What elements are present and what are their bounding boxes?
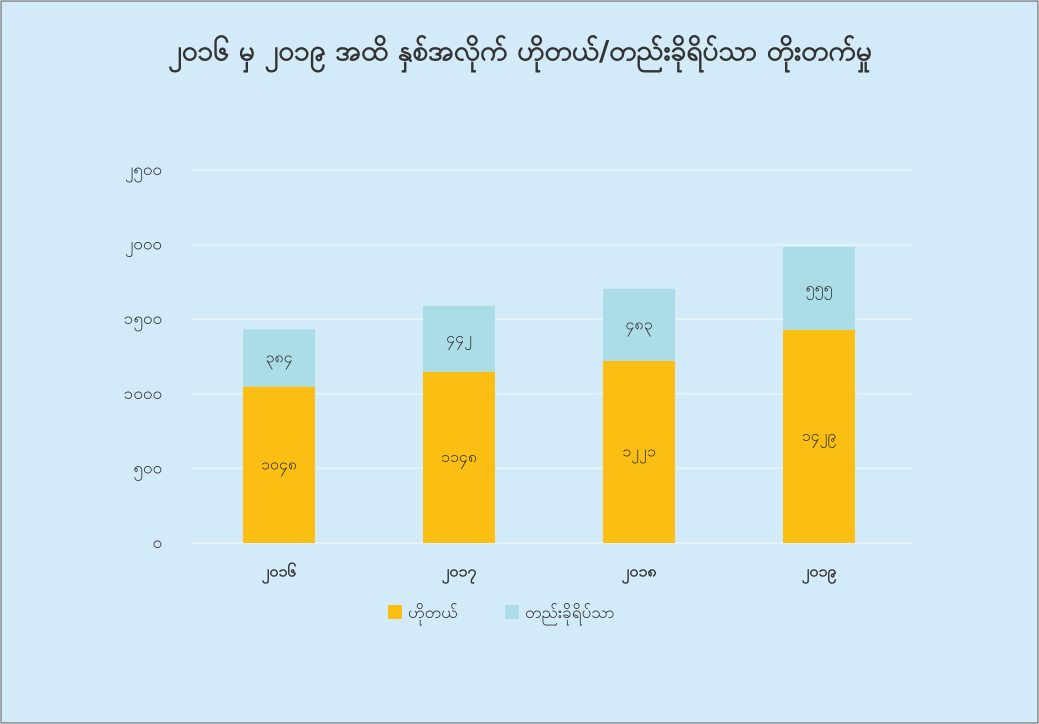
y-tick-label: ၂၅၀၀ bbox=[125, 160, 162, 183]
data-label: ၅၅၅ bbox=[806, 278, 833, 300]
y-tick-label: ၀ bbox=[152, 533, 162, 553]
y-tick-label: ၂၀၀၀ bbox=[125, 235, 162, 258]
bar-segment bbox=[783, 246, 855, 330]
legend-label: တည်းခိုရိပ်သာ bbox=[525, 603, 615, 626]
legend-swatch bbox=[505, 605, 519, 619]
data-label: ၁၀၄၈ bbox=[261, 454, 297, 476]
legend-swatch bbox=[388, 605, 402, 619]
data-label: ၄၄၂ bbox=[446, 328, 472, 350]
data-label: ၃၈၄ bbox=[265, 347, 292, 369]
y-tick-label: ၁၀၀၀ bbox=[124, 384, 162, 404]
x-tick-label: ၂၀၁၉ bbox=[802, 562, 837, 585]
bar-segment bbox=[243, 386, 315, 543]
bar-segment bbox=[603, 360, 675, 543]
bar-segment bbox=[423, 305, 495, 372]
legend-label: ဟိုတယ် bbox=[408, 603, 458, 626]
x-tick-label: ၂၀၁၇ bbox=[442, 562, 477, 585]
bar-segment bbox=[423, 371, 495, 543]
data-label: ၁၄၂၉ bbox=[802, 426, 837, 448]
bar-segment bbox=[783, 329, 855, 543]
x-tick-label: ၂၀၁၈ bbox=[622, 562, 658, 585]
y-tick-label: ၅၀၀ bbox=[133, 458, 162, 481]
x-tick-label: ၂၀၁၆ bbox=[262, 562, 297, 585]
y-tick-label: ၁၅၀၀ bbox=[124, 309, 162, 332]
data-label: ၁၂၂၁ bbox=[622, 441, 656, 463]
bar-segment bbox=[243, 329, 315, 387]
bar-segment bbox=[603, 288, 675, 361]
data-label: ၄၈၃ bbox=[625, 314, 652, 336]
data-label: ၁၁၄၈ bbox=[441, 447, 477, 469]
